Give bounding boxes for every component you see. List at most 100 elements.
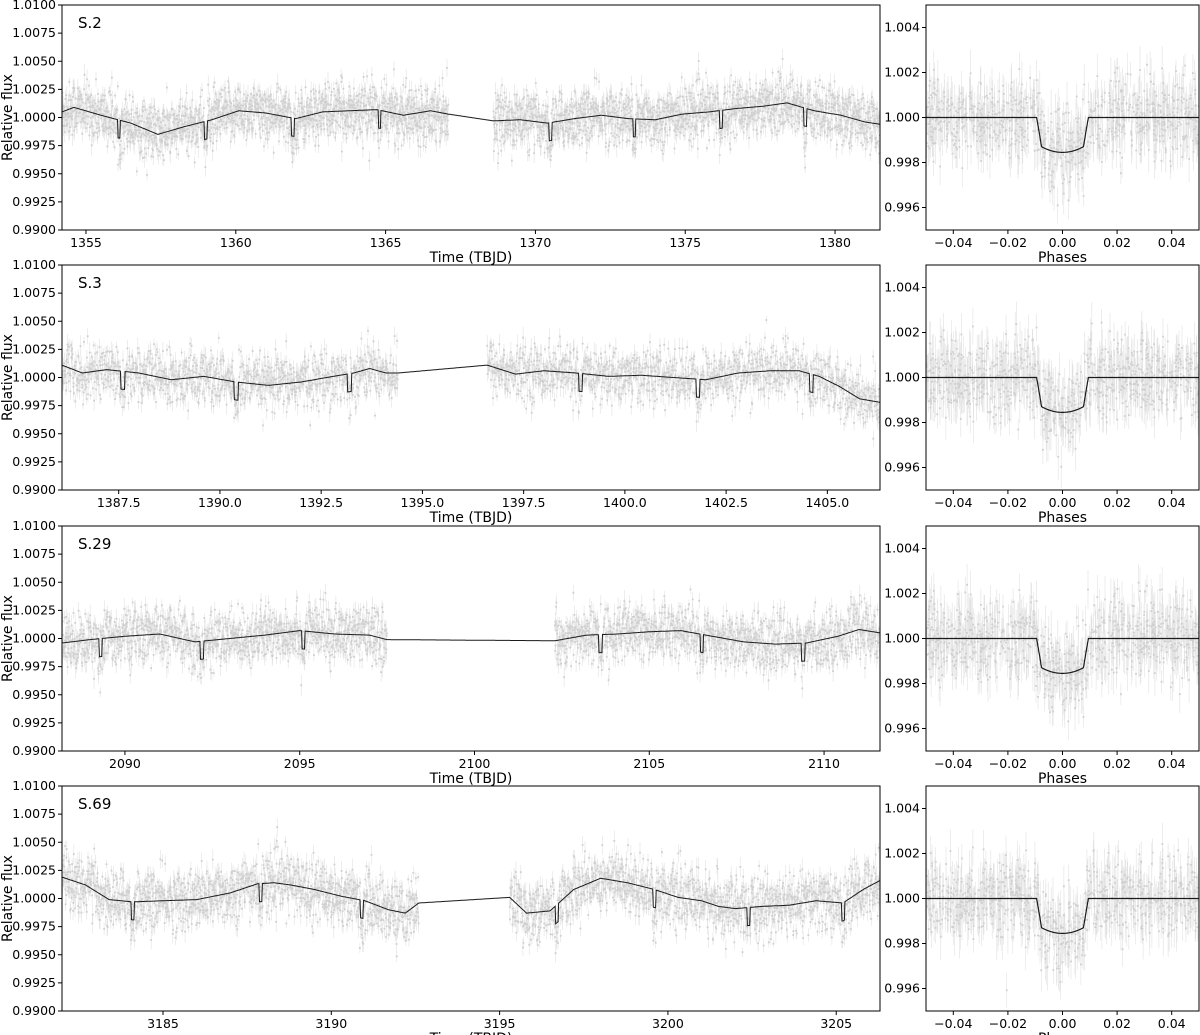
y-tick-label: 1.002 [884,325,920,340]
lightcurve-panel-S.69: 0.9900 0.9925 0.9950 0.9975 1.0000 1.0025 1.00… [0,778,881,1035]
x-tick-label: 1405.0 [805,495,849,510]
x-tick-label: 1400.0 [603,495,647,510]
y-tick-label: 0.996 [884,460,920,475]
panel-title: S.29 [78,535,111,553]
y-tick-label: 0.9925 [12,975,56,990]
y-tick-label: 1.0000 [12,631,56,646]
phase-points-group [926,46,1199,224]
x-axis-label: Phases [1038,250,1087,266]
y-tick-label: 0.9950 [12,426,56,441]
x-tick-label: 1402.5 [704,495,748,510]
panel-title: S.2 [78,14,102,32]
y-tick-label: 0.9975 [12,138,56,153]
y-tick-label: 1.0100 [12,257,56,272]
x-tick-label: 0.04 [1158,1016,1186,1031]
y-tick-label: 0.998 [884,415,920,430]
x-tick-label: 0.00 [1049,495,1077,510]
y-tick-label: 0.9975 [12,919,56,934]
data-points-group [62,315,880,447]
x-tick-label: 1380 [819,235,851,250]
y-tick-label: 1.0000 [12,891,56,906]
y-tick-label: 1.0100 [12,0,56,12]
x-axis-label: Time (TBJD) [429,1031,513,1035]
data-points-group [62,49,880,181]
y-tick-label: 0.998 [884,676,920,691]
x-tick-label: 3185 [147,1016,179,1031]
y-tick-label: 0.9900 [12,482,56,497]
x-tick-label: −0.04 [934,1016,972,1031]
phase-panel-S.2: 0.996 0.998 1.000 1.002 1.004 −0.04 −0.02 0.00 0… [884,4,1200,266]
y-tick-label: 0.9975 [12,659,56,674]
y-tick-label: 1.0050 [12,834,56,849]
x-tick-label: 0.04 [1158,756,1186,771]
x-tick-label: −0.04 [934,235,972,250]
transit-model-line [926,897,1199,934]
model-line [62,102,880,142]
x-tick-label: −0.04 [934,495,972,510]
x-tick-label: 0.04 [1158,495,1186,510]
y-tick-label: 1.002 [884,586,920,601]
y-tick-label: 1.002 [884,846,920,861]
phase-panel-S.29: 0.996 0.998 1.000 1.002 1.004 −0.04 −0.02 0.00 0… [884,525,1200,787]
x-tick-label: 1390.0 [198,495,242,510]
y-tick-label: 0.9925 [12,715,56,730]
y-tick-label: 1.004 [884,20,920,35]
lightcurve-panel-S.2: 0.9900 0.9925 0.9950 0.9975 1.0000 1.0025 1.00… [0,0,881,266]
phase-points-group [926,563,1199,741]
phase-points [926,843,1199,992]
x-tick-label: 2105 [633,756,665,771]
x-tick-label: 0.00 [1049,756,1077,771]
x-tick-label: 1387.5 [97,495,141,510]
y-tick-label: 1.0100 [12,518,56,533]
x-tick-label: 1370 [520,235,552,250]
x-axis-label: Time (TBJD) [429,510,513,526]
y-tick-label: 0.996 [884,200,920,215]
x-tick-label: 3190 [315,1016,347,1031]
y-tick-label: 0.9975 [12,398,56,413]
x-tick-label: 3205 [820,1016,852,1031]
transit-model-line [926,376,1199,413]
panel-title: S.69 [78,795,111,813]
y-tick-label: 1.0075 [12,25,56,40]
x-tick-label: −0.02 [989,235,1027,250]
y-tick-label: 0.9950 [12,947,56,962]
x-tick-label: 3200 [652,1016,684,1031]
phase-points [926,63,1199,207]
x-tick-label: 1360 [220,235,252,250]
y-axis-label: Relative flux [0,334,16,421]
y-tick-label: 1.0050 [12,574,56,589]
x-axis-label: Time (TBJD) [429,771,513,787]
y-tick-label: 1.002 [884,65,920,80]
x-tick-label: 0.00 [1049,1016,1077,1031]
y-tick-label: 0.9900 [12,1003,56,1018]
transit-model-line [926,116,1199,153]
x-axis-label: Phases [1038,1031,1087,1035]
data-points [62,588,880,694]
y-axis-label: Relative flux [0,855,16,942]
x-tick-label: 1392.5 [299,495,343,510]
model-line [62,628,880,662]
y-tick-label: 1.000 [884,631,920,646]
phase-points-group [926,301,1199,489]
model-line [62,876,880,927]
y-tick-label: 1.0000 [12,110,56,125]
y-tick-label: 1.0025 [12,81,56,96]
y-tick-label: 0.9900 [12,743,56,758]
data-points-group [62,584,880,699]
y-tick-label: 1.0050 [12,53,56,68]
y-tick-label: 1.0100 [12,778,56,793]
transit-model-line [926,637,1199,674]
data-points [62,319,880,440]
y-axis-label: Relative flux [0,74,16,161]
x-tick-label: 1355 [70,235,102,250]
x-tick-label: 1395.0 [401,495,445,510]
x-tick-label: −0.02 [989,495,1027,510]
x-tick-label: 2110 [808,756,840,771]
y-tick-label: 1.0075 [12,806,56,821]
x-axis-label: Time (TBJD) [429,250,513,266]
phase-panel-S.69: 0.996 0.998 1.000 1.002 1.004 −0.04 −0.02 0.00 0… [884,785,1200,1035]
x-tick-label: 0.02 [1103,1016,1131,1031]
x-tick-label: −0.02 [989,1016,1027,1031]
x-tick-label: 0.00 [1049,235,1077,250]
